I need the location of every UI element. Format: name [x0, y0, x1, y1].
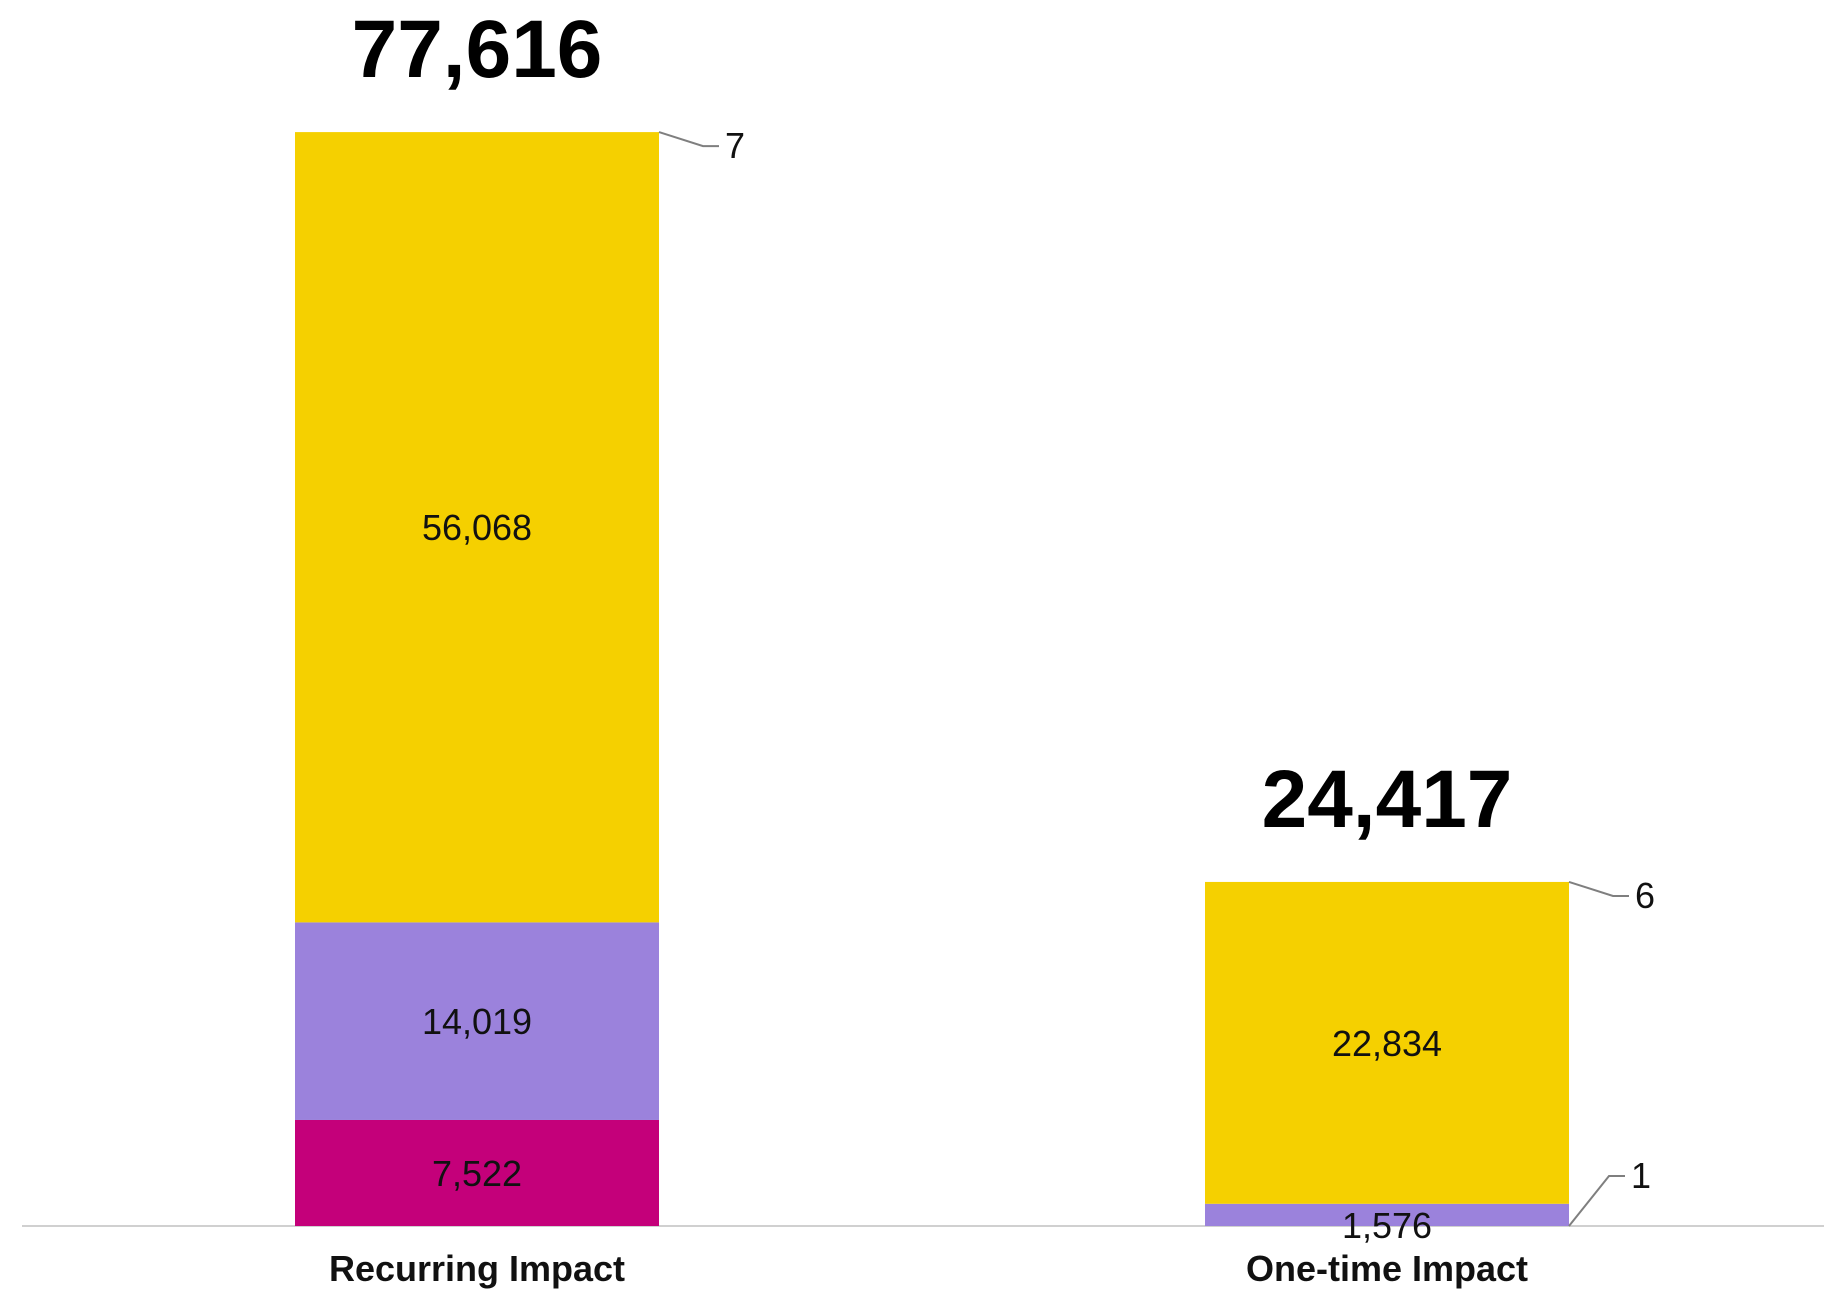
data-label-1-1: 1,576	[1342, 1205, 1432, 1246]
callout-label-0: 7	[725, 125, 745, 166]
total-label-1: 24,417	[1262, 754, 1513, 845]
bar-segment-1-1	[1205, 1203, 1569, 1226]
callout-label-2: 6	[1635, 875, 1655, 916]
total-label-0: 77,616	[352, 4, 603, 95]
callout-leader-1	[1568, 1175, 1625, 1227]
callout-label-1: 1	[1631, 1155, 1651, 1196]
callout-leader-2	[1568, 880, 1629, 897]
category-label-1: One-time Impact	[1246, 1248, 1528, 1289]
bar-segment-0-1	[295, 922, 659, 1120]
bar-segment-1-2	[1205, 881, 1569, 1204]
data-label-0-1: 14,019	[422, 1001, 532, 1042]
category-label-0: Recurring Impact	[329, 1248, 625, 1289]
bar-segment-0-0	[295, 1119, 659, 1226]
data-label-0-0: 7,522	[432, 1153, 522, 1194]
bar-segment-0-2	[295, 132, 659, 923]
callout-leader-0	[658, 131, 719, 148]
data-label-1-2: 22,834	[1332, 1023, 1442, 1064]
data-label-0-2: 56,068	[422, 507, 532, 548]
